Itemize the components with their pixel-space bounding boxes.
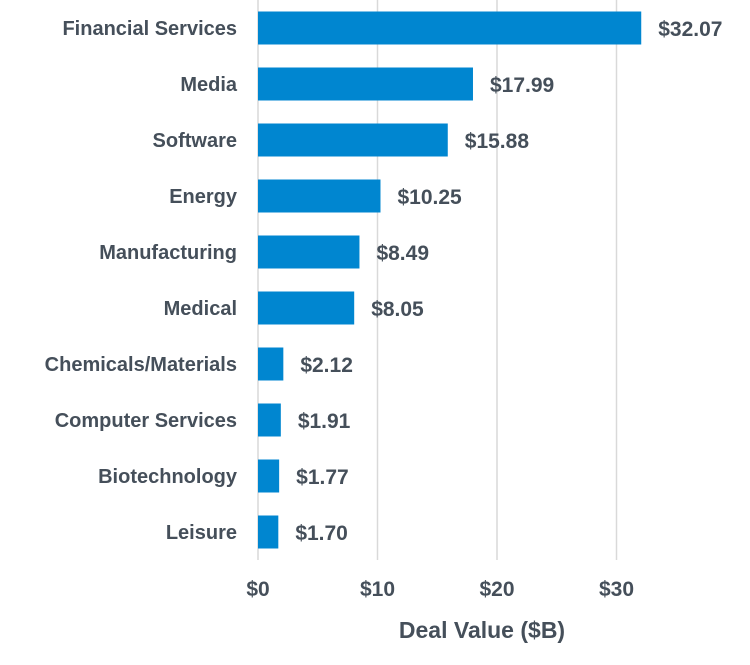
- data-label: $1.77: [296, 466, 349, 489]
- category-label: Media: [180, 74, 238, 96]
- data-label: $1.70: [295, 522, 348, 545]
- data-label: $1.91: [298, 410, 351, 433]
- data-label: $15.88: [465, 130, 530, 153]
- x-tick-label: $0: [246, 578, 269, 601]
- category-label: Manufacturing: [99, 242, 237, 264]
- bar: [258, 67, 473, 101]
- x-tick-label: $30: [599, 578, 634, 601]
- data-label: $32.07: [658, 18, 722, 41]
- bar: [258, 291, 355, 325]
- data-label: $17.99: [490, 74, 554, 97]
- bar: [258, 179, 381, 213]
- category-label: Chemicals/Materials: [45, 354, 237, 376]
- category-label: Biotechnology: [98, 466, 238, 488]
- bar: [258, 123, 448, 157]
- bar: [258, 11, 642, 45]
- data-label: $10.25: [397, 186, 462, 209]
- category-label: Medical: [164, 298, 237, 320]
- bar: [258, 347, 284, 381]
- bar: [258, 515, 279, 549]
- bar: [258, 235, 360, 269]
- data-label: $2.12: [300, 354, 353, 377]
- x-axis-title: Deal Value ($B): [399, 617, 565, 643]
- category-label: Software: [153, 130, 237, 152]
- category-label: Energy: [169, 186, 238, 208]
- category-label: Financial Services: [62, 18, 237, 40]
- x-tick-label: $10: [360, 578, 395, 601]
- bar: [258, 403, 281, 437]
- category-label: Computer Services: [55, 410, 237, 432]
- category-label: Leisure: [166, 522, 237, 544]
- x-tick-label: $20: [479, 578, 514, 601]
- bar: [258, 459, 280, 493]
- data-label: $8.05: [371, 298, 424, 321]
- data-label: $8.49: [376, 242, 429, 265]
